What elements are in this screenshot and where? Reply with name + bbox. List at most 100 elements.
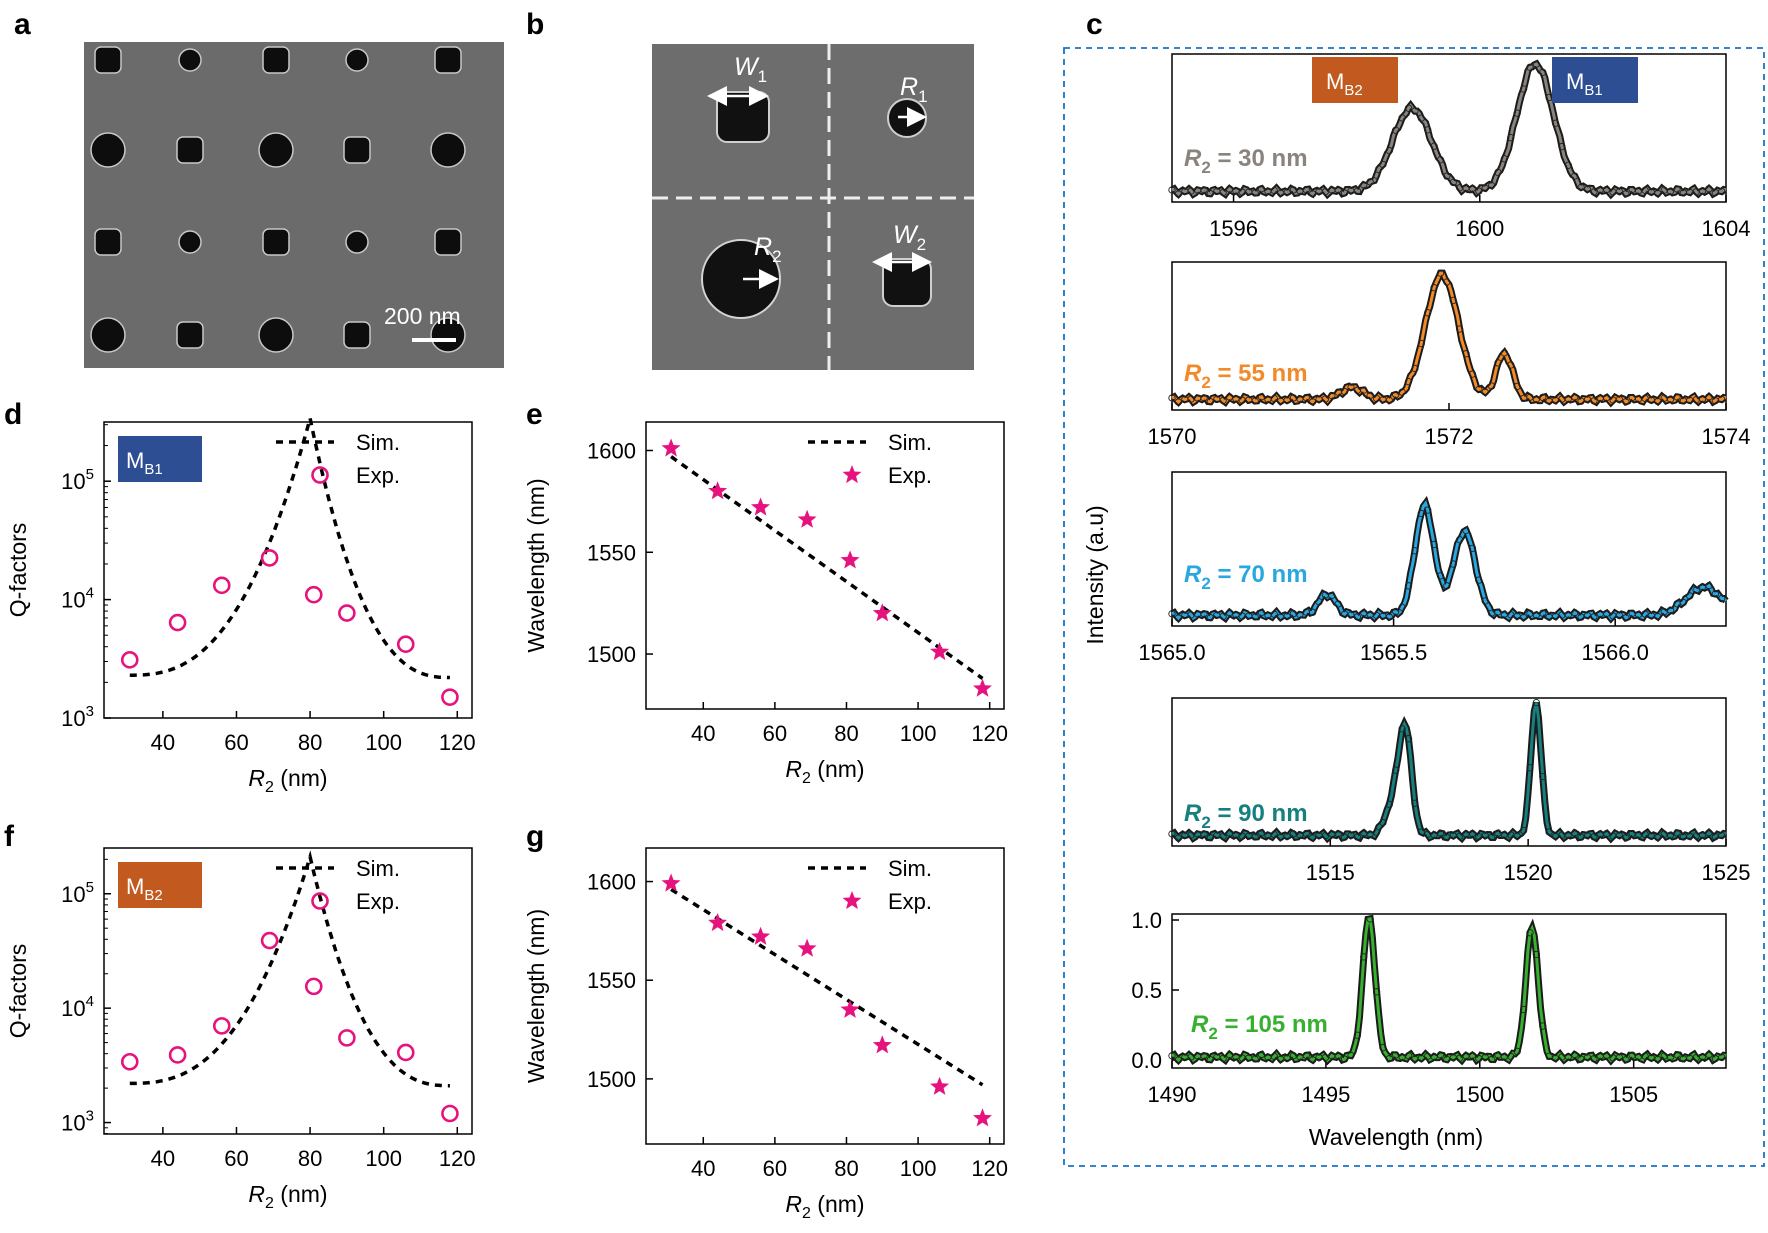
spectrum-point [1168, 610, 1176, 618]
y-tick-label: 1600 [587, 438, 636, 463]
spectrum-point [1353, 833, 1362, 841]
x-axis-label: R2 (nm) [248, 1181, 327, 1212]
y-tick-label: 103 [61, 1108, 94, 1136]
spectrum-point [1532, 698, 1541, 707]
panel-letter-g: g [526, 820, 544, 853]
x-tick-label: 1565.0 [1138, 640, 1205, 665]
spectrum-point [1475, 576, 1483, 584]
legend-exp-label: Exp. [356, 463, 400, 488]
y-tick-label: 104 [61, 993, 94, 1021]
spectrum-point [1168, 186, 1176, 194]
spectrum-point [1698, 395, 1707, 403]
spectrum-point [1468, 184, 1477, 193]
exp-point [797, 938, 817, 957]
spectrum-point [1270, 1052, 1278, 1060]
exp-point [396, 635, 415, 654]
legend-sim-label: Sim. [356, 856, 400, 881]
square-hole-w2 [882, 258, 932, 307]
spectrum-point [1411, 107, 1419, 115]
w1-label: W1 [734, 53, 767, 86]
spectrum-point [1200, 610, 1208, 618]
spectrum-point [1532, 60, 1541, 68]
spectrum-point [1539, 772, 1547, 781]
spectrum-point [1334, 1051, 1342, 1060]
spectrum-exp-trace [1170, 59, 1727, 200]
spectrum-point [1698, 1053, 1707, 1061]
spectrum-point [1590, 397, 1598, 405]
spectrum-point [1615, 611, 1624, 620]
spectrum-point [1564, 1052, 1572, 1061]
legend-exp-marker [842, 891, 862, 910]
exp-point [168, 1046, 187, 1064]
spectrum-point [1519, 613, 1528, 622]
panel-letter-e: e [526, 398, 543, 431]
sem-hole-square [434, 46, 462, 74]
spectrum-point [1411, 799, 1419, 807]
spectrum-point [1603, 609, 1611, 618]
y-tick-label: 1.0 [1131, 908, 1162, 933]
sem-hole-small [345, 48, 369, 72]
sem-hole-square [94, 228, 122, 256]
x-tick-label: 120 [439, 1146, 476, 1171]
spectrum-point [1539, 609, 1547, 617]
spectrum-panel: 1570 1572 1574 R2 = 55 nm [1148, 261, 1750, 449]
spectrum-point [1571, 829, 1579, 837]
spectrum-point [1539, 1022, 1547, 1030]
spectrum-point [1654, 833, 1662, 842]
badge-label: MB2 [126, 874, 163, 904]
spectrum-point [1679, 598, 1688, 607]
x-tick-label: 80 [834, 721, 858, 746]
spectrum-point [1545, 1052, 1553, 1060]
spectrum-point [1283, 396, 1291, 405]
spectrum-point [1385, 613, 1393, 621]
spectrum-point [1257, 829, 1266, 837]
sem-hole-large [258, 317, 294, 353]
exp-point [708, 913, 728, 932]
x-tick-label: 80 [834, 1156, 858, 1181]
spectrum-point [1666, 1053, 1675, 1061]
exp-point [212, 1017, 231, 1035]
spectrum-point [1456, 1054, 1464, 1062]
exp-point [120, 651, 139, 669]
legend-exp-marker [311, 892, 329, 910]
spectrum-point [1328, 591, 1336, 600]
y-axis-label: Wavelength (nm) [523, 478, 549, 652]
spectrum-point [1577, 183, 1585, 192]
x-tick-label: 100 [900, 721, 937, 746]
spectrum-point [1462, 526, 1470, 535]
spectrum-point [1641, 186, 1649, 194]
plot-frame [645, 421, 1005, 710]
spectrum-point [1219, 832, 1227, 841]
spectrum-point [1583, 185, 1592, 194]
exp-point [872, 603, 892, 622]
chart-g: 40 60 80 100 120 1500 1550 1600 R2 (nm) Wavelengt… [523, 847, 1008, 1222]
legend-exp-marker [311, 466, 329, 484]
spectrum-point [1654, 189, 1662, 198]
y-axis-label: Intensity (a.u) [1082, 505, 1108, 644]
spectrum-point [1494, 608, 1502, 616]
spectrum-point [1321, 831, 1330, 840]
legend-exp-label: Exp. [888, 463, 932, 488]
spectrum-point [1347, 1051, 1355, 1060]
spectrum-point [1225, 1051, 1234, 1059]
spectrum-point [1475, 187, 1483, 195]
spectrum-point [1673, 393, 1681, 401]
spectrum-point [1219, 612, 1227, 621]
spectrum-point [1270, 186, 1278, 195]
spectrum-point [1571, 609, 1579, 617]
spectrum-point [1468, 544, 1477, 552]
spectrum-point [1270, 830, 1278, 839]
spectrum-point [1500, 349, 1509, 357]
spectrum-point [1456, 536, 1464, 544]
spectrum-point [1398, 725, 1406, 733]
spectrum-point [1360, 386, 1368, 394]
sem-hole-large [90, 132, 126, 168]
spectrum-point [1654, 1055, 1662, 1064]
spectrum-point [1487, 382, 1496, 390]
spectrum-point [1404, 735, 1413, 743]
spectrum-point [1379, 160, 1387, 169]
spectrum-point [1315, 598, 1323, 606]
x-tick-label: 60 [224, 730, 248, 755]
spectrum-point [1564, 161, 1572, 169]
